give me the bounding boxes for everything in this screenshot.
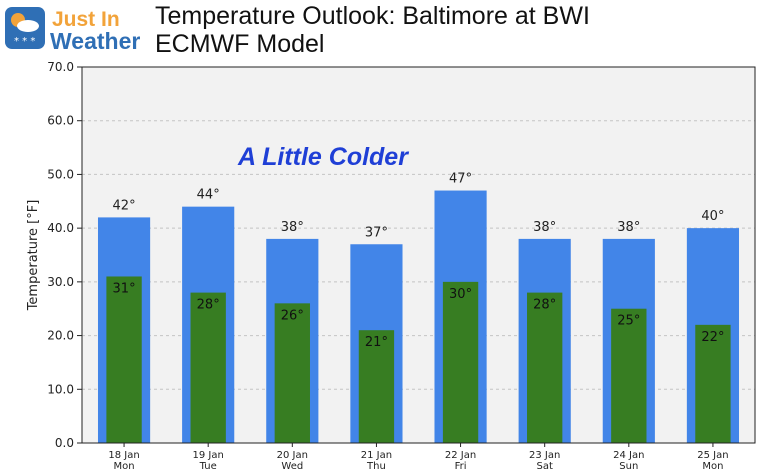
high-temp-label-4: 47° xyxy=(449,172,472,187)
y-tick-label-3: 30.0 xyxy=(47,275,74,289)
x-tick-label-3-1: Thu xyxy=(366,461,386,472)
high-temp-label-2: 38° xyxy=(281,220,304,235)
high-temp-label-7: 40° xyxy=(701,209,724,224)
chart-title: Temperature Outlook: Baltimore at BWI xyxy=(155,2,590,30)
chart-annotation: A Little Colder xyxy=(237,143,409,171)
low-temp-bar-6 xyxy=(611,308,647,443)
x-tick-label-2-1: Wed xyxy=(281,461,303,472)
y-tick-label-4: 40.0 xyxy=(47,221,74,235)
x-tick-label-1-1: Tue xyxy=(199,461,217,472)
x-tick-label-4-1: Fri xyxy=(455,461,467,472)
low-temp-label-2: 26° xyxy=(281,308,304,323)
x-tick-label-6-0: 24 Jan xyxy=(613,450,644,461)
high-temp-label-0: 42° xyxy=(113,198,136,213)
x-tick-label-4-0: 22 Jan xyxy=(445,450,476,461)
low-temp-bar-2 xyxy=(274,303,310,443)
y-axis-label: Temperature [°F] xyxy=(26,200,41,312)
x-tick-label-2-0: 20 Jan xyxy=(277,450,308,461)
low-temp-label-1: 28° xyxy=(197,298,220,313)
low-temp-label-0: 31° xyxy=(113,281,136,296)
low-temp-bar-7 xyxy=(695,324,731,443)
plot-frame xyxy=(81,66,756,444)
snow-rain-weather-icon: * * * xyxy=(11,13,39,47)
low-temp-label-7: 22° xyxy=(701,330,724,345)
low-temp-label-5: 28° xyxy=(533,298,556,313)
low-temp-bar-5 xyxy=(527,292,563,443)
x-tick-label-0-0: 18 Jan xyxy=(108,450,139,461)
svg-text:* * *: * * * xyxy=(14,36,35,47)
y-tick-label-5: 50.0 xyxy=(47,167,74,181)
low-temp-label-6: 25° xyxy=(617,314,640,329)
y-tick-label-7: 70.0 xyxy=(47,60,74,74)
high-temp-label-3: 37° xyxy=(365,225,388,240)
logo-text-line2: Weather xyxy=(50,28,140,54)
x-tick-label-1-0: 19 Jan xyxy=(193,450,224,461)
chart-subtitle: ECMWF Model xyxy=(155,30,325,58)
y-tick-label-1: 10.0 xyxy=(47,382,74,396)
x-tick-label-7-0: 25 Jan xyxy=(697,450,728,461)
x-tick-label-5-0: 23 Jan xyxy=(529,450,560,461)
logo-graphic: * * * Just In Weather xyxy=(5,7,140,54)
high-temp-label-5: 38° xyxy=(533,220,556,235)
x-tick-label-5-1: Sat xyxy=(536,461,552,472)
x-tick-label-3-0: 21 Jan xyxy=(361,450,392,461)
just-in-weather-logo: * * * Just In Weather xyxy=(4,4,154,54)
logo-text-line1: Just In xyxy=(52,8,120,31)
x-tick-label-6-1: Sun xyxy=(619,461,638,472)
low-temp-bar-4 xyxy=(442,281,479,443)
y-tick-label-2: 20.0 xyxy=(47,329,74,343)
low-temp-label-4: 30° xyxy=(449,287,472,302)
low-temp-bar-1 xyxy=(190,292,226,443)
high-temp-label-1: 44° xyxy=(197,188,220,203)
low-temp-bar-0 xyxy=(106,276,142,443)
x-tick-label-7-1: Mon xyxy=(702,461,723,472)
low-temp-bar-3 xyxy=(358,330,395,443)
low-temp-label-3: 21° xyxy=(365,335,388,350)
y-tick-label-0: 0.0 xyxy=(55,436,74,450)
y-tick-label-6: 60.0 xyxy=(47,114,74,128)
high-temp-label-6: 38° xyxy=(617,220,640,235)
x-tick-label-0-1: Mon xyxy=(114,461,135,472)
